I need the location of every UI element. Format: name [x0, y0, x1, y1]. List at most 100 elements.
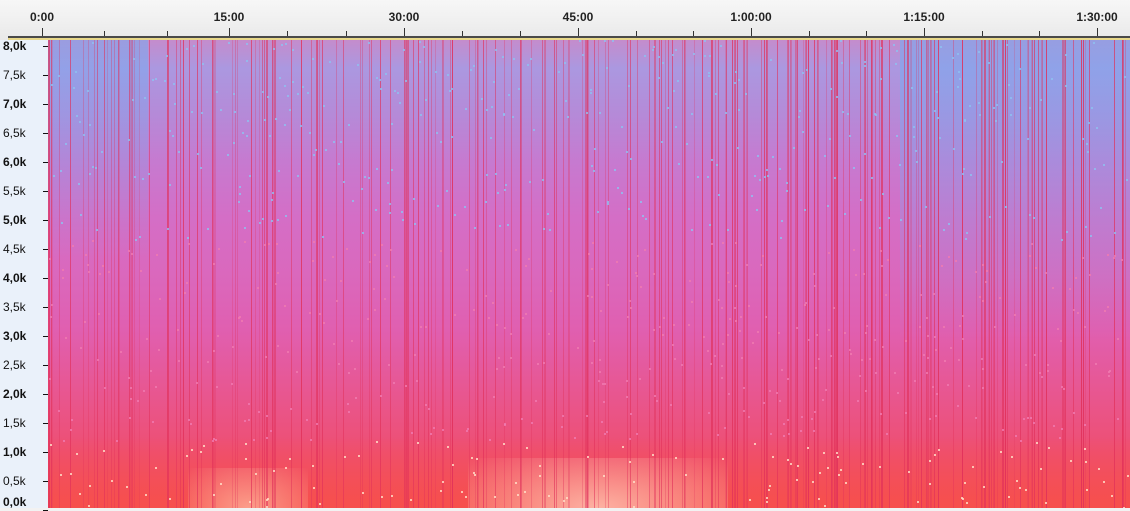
spectrogram-speckle	[796, 327, 798, 329]
spectrogram-streak	[835, 40, 836, 508]
spectrogram-speckle	[379, 79, 381, 81]
spectrogram-speckle	[629, 300, 631, 302]
spectrogram-speckle	[218, 248, 220, 250]
spectrogram-streak	[766, 40, 767, 508]
spectrogram-speckle	[880, 413, 882, 415]
spectrogram-speckle	[231, 383, 233, 385]
spectrogram-speckle	[808, 339, 810, 341]
spectrogram-speckle	[827, 467, 829, 469]
spectrogram-speckle	[882, 346, 884, 348]
spectrogram-speckle	[248, 419, 250, 421]
spectrogram-speckle	[1065, 85, 1067, 87]
spectrogram-speckle	[292, 81, 294, 83]
spectrogram-speckle	[178, 360, 180, 362]
spectrogram-streak	[1114, 40, 1115, 508]
spectrogram-speckle	[962, 315, 964, 317]
freq-label-0-0k: 0,0k	[3, 495, 27, 509]
spectrogram-speckle	[602, 383, 604, 385]
spectrogram-speckle	[76, 115, 78, 117]
spectrogram-speckle	[390, 249, 392, 251]
spectrogram-speckle	[981, 358, 983, 360]
spectrogram-streak	[521, 40, 522, 508]
spectrogram-speckle	[936, 91, 938, 93]
frequency-axis[interactable]: 8,0k 7,5k 7,0k 6,5k 6,0k 5,5k 5,0k 4,5k …	[0, 40, 49, 511]
spectrogram-speckle	[718, 194, 720, 196]
spectrogram-streak	[743, 40, 744, 508]
spectrogram-speckle	[863, 273, 865, 275]
spectrogram-speckle	[841, 62, 843, 64]
spectrogram-speckle	[492, 302, 494, 304]
spectrogram-speckle	[1001, 161, 1003, 163]
spectrogram-streak	[214, 40, 215, 508]
spectrogram-speckle	[913, 136, 915, 138]
spectrogram-speckle	[169, 184, 171, 186]
spectrogram-speckle	[220, 109, 222, 111]
spectrogram-speckle	[941, 265, 943, 267]
spectrogram-speckle	[488, 317, 490, 319]
spectrogram-speckle	[268, 243, 270, 245]
spectrogram-streak	[131, 40, 132, 508]
spectrogram-speckle	[354, 368, 356, 370]
spectrogram-speckle	[607, 284, 609, 286]
timeline-major-tick	[42, 28, 43, 36]
spectrogram-speckle	[830, 88, 832, 90]
spectrogram-streak	[931, 40, 932, 508]
spectrogram-streak	[1002, 40, 1003, 508]
spectrogram-speckle	[978, 51, 980, 53]
spectrogram-speckle	[798, 116, 800, 118]
spectrogram-streak	[478, 40, 479, 508]
spectrogram-speckle	[267, 96, 269, 98]
spectrogram-speckle	[752, 342, 754, 344]
spectrogram-speckle	[729, 318, 731, 320]
timeline-major-tick	[924, 28, 925, 36]
spectrogram-speckle	[549, 229, 551, 231]
freq-label-2-5k: 2,5k	[3, 358, 26, 372]
timeline-ruler[interactable]: 0:00 15:00 30:00 45:00 1:00:00 1:15:00 1…	[0, 0, 1130, 40]
spectrogram-speckle	[128, 377, 130, 379]
spectrogram-speckle	[558, 71, 560, 73]
spectrogram-streak	[1002, 40, 1003, 508]
spectrogram-speckle	[216, 386, 218, 388]
spectrogram-speckle	[504, 327, 506, 329]
spectrogram-streak	[291, 40, 292, 508]
spectrogram-speckle	[880, 250, 882, 252]
spectrogram-speckle	[99, 273, 101, 275]
spectrogram-streak	[817, 40, 818, 508]
spectrogram-speckle	[287, 351, 289, 353]
spectrogram-speckle	[999, 297, 1001, 299]
spectrogram-speckle	[473, 309, 475, 311]
spectrogram-speckle	[51, 84, 53, 86]
spectrogram-speckle	[672, 54, 674, 56]
spectrogram-streak	[311, 40, 312, 508]
spectrogram-speckle	[73, 87, 75, 89]
spectrogram-speckle	[495, 49, 497, 51]
spectrogram-speckle	[503, 366, 505, 368]
spectrogram-speckle	[934, 336, 936, 338]
spectrogram-speckle	[244, 227, 246, 229]
spectrogram-speckle	[629, 461, 631, 463]
spectrogram-speckle	[787, 459, 789, 461]
spectrogram-speckle	[905, 340, 907, 342]
spectrogram-speckle	[275, 283, 277, 285]
freq-label-7-0k: 7,0k	[3, 97, 27, 111]
spectrogram-speckle	[257, 287, 259, 289]
spectrogram-streak	[907, 40, 908, 508]
spectrogram-speckle	[322, 236, 324, 238]
spectrogram-speckle	[184, 292, 186, 294]
spectrogram-streak	[865, 40, 866, 508]
spectrogram-canvas[interactable]	[48, 40, 1130, 508]
spectrogram-speckle	[661, 141, 663, 143]
spectrogram-speckle	[800, 430, 802, 432]
spectrogram-speckle	[722, 458, 724, 460]
spectrogram-streak	[1064, 40, 1065, 508]
spectrogram-speckle	[537, 363, 539, 365]
spectrogram-speckle	[188, 243, 190, 245]
spectrogram-speckle	[374, 254, 376, 256]
spectrogram-speckle	[587, 456, 589, 458]
spectrogram-speckle	[862, 463, 864, 465]
spectrogram-speckle	[950, 347, 952, 349]
spectrogram-streak	[962, 40, 963, 508]
spectrogram-streak	[875, 40, 876, 508]
spectrogram-speckle	[62, 277, 64, 279]
spectrogram-speckle	[159, 298, 161, 300]
